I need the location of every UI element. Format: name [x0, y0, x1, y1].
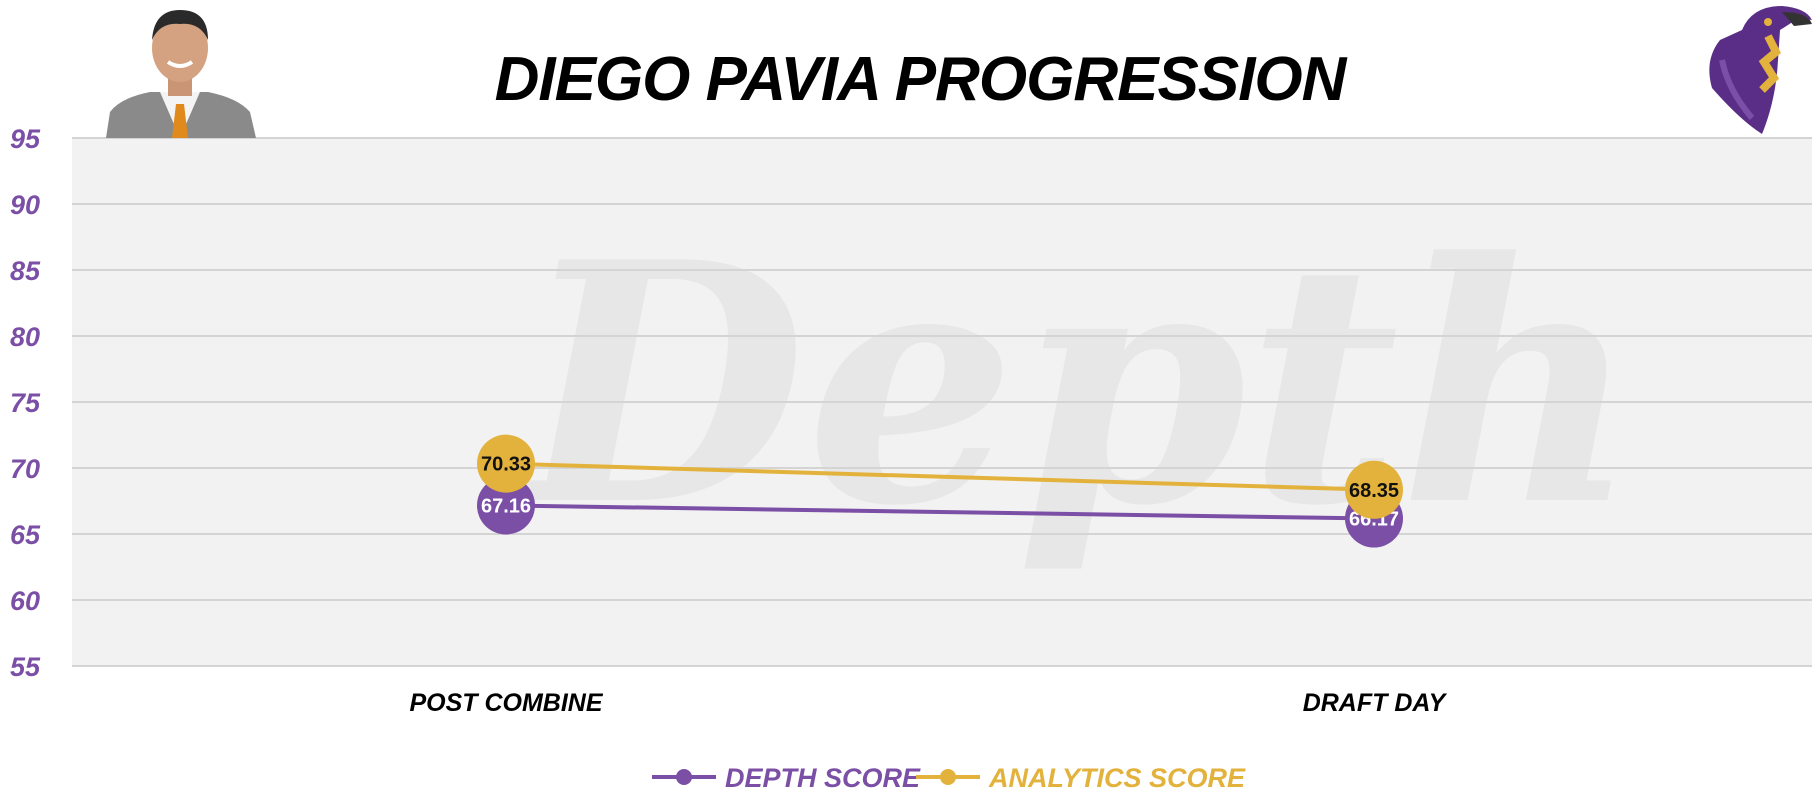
legend-swatch-analytics-dot: [940, 769, 956, 785]
data-label-depth: 67.16: [481, 495, 531, 517]
chart-title: DIEGO PAVIA PROGRESSION: [495, 45, 1348, 114]
watermark: Depth: [510, 190, 1640, 578]
raven-head-logo: [1709, 6, 1812, 134]
y-tick-label: 90: [10, 190, 40, 220]
y-tick-label: 75: [10, 388, 41, 418]
legend-item-analytics: ANALYTICS SCORE: [916, 763, 1246, 793]
legend-swatch-depth-dot: [676, 769, 692, 785]
legend: DEPTH SCORE ANALYTICS SCORE: [652, 763, 1246, 793]
legend-label-analytics: ANALYTICS SCORE: [988, 763, 1246, 793]
x-axis-ticks: POST COMBINE DRAFT DAY: [409, 689, 1447, 717]
player-headshot: [106, 10, 256, 138]
data-label-analytics: 70.33: [481, 454, 531, 476]
x-tick-label: DRAFT DAY: [1303, 689, 1448, 717]
grid-lines: [72, 137, 1812, 667]
y-tick-label: 85: [10, 256, 41, 286]
data-point-depth: [477, 476, 535, 535]
legend-item-depth: DEPTH SCORE: [652, 763, 921, 793]
y-tick-label: 60: [10, 586, 40, 616]
y-axis-ticks: 55 60 65 70 75 80 85 90 95: [10, 124, 41, 682]
data-point-analytics: [477, 434, 535, 493]
x-tick-label: POST COMBINE: [409, 689, 603, 717]
y-tick-label: 95: [10, 124, 41, 154]
y-tick-label: 65: [10, 520, 41, 550]
data-label-analytics: 68.35: [1349, 480, 1399, 502]
series-line-depth: [505, 503, 1375, 521]
y-tick-label: 55: [10, 652, 41, 682]
series-line-analytics: [505, 461, 1375, 492]
data-point-analytics: [1345, 460, 1403, 519]
legend-label-depth: DEPTH SCORE: [725, 763, 921, 793]
y-tick-label: 70: [10, 454, 40, 484]
watermark-text: Depth: [510, 190, 1640, 578]
y-tick-label: 80: [10, 322, 40, 352]
